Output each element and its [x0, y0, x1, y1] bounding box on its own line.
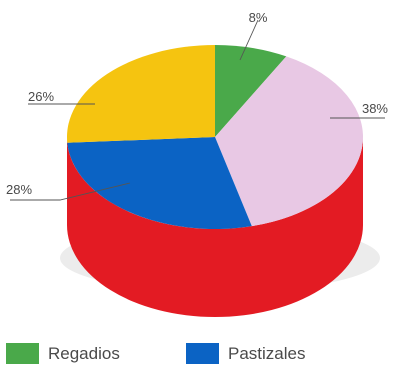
slice-labels: 8% 38% 28% 26%	[6, 10, 388, 197]
pie-slice-28	[67, 137, 252, 230]
legend-label-regadios: Regadios	[48, 344, 120, 363]
leader-line-28	[10, 182, 131, 201]
legend-item-pastizales: Pastizales	[186, 343, 305, 364]
slice-label-38: 38%	[362, 101, 388, 116]
pie-top	[66, 45, 364, 230]
pie-side-wall	[67, 137, 363, 317]
pie-slice-26	[66, 45, 216, 143]
legend-swatch-regadios	[6, 343, 39, 364]
pie-slice-8	[215, 45, 287, 137]
pie-side	[67, 137, 363, 317]
legend-swatch-pastizales	[186, 343, 219, 364]
leader-line-8	[239, 19, 259, 61]
pie-slice-38	[215, 56, 364, 227]
leader-lines	[10, 19, 385, 201]
slice-label-28: 28%	[6, 182, 32, 197]
pie-chart: 8% 38% 28% 26%	[6, 10, 388, 317]
legend-item-regadios: Regadios	[6, 343, 120, 364]
legend-label-pastizales: Pastizales	[228, 344, 306, 363]
legend: Regadios Pastizales	[0, 343, 406, 370]
slice-label-26: 26%	[28, 89, 54, 104]
slice-label-8: 8%	[249, 10, 268, 25]
